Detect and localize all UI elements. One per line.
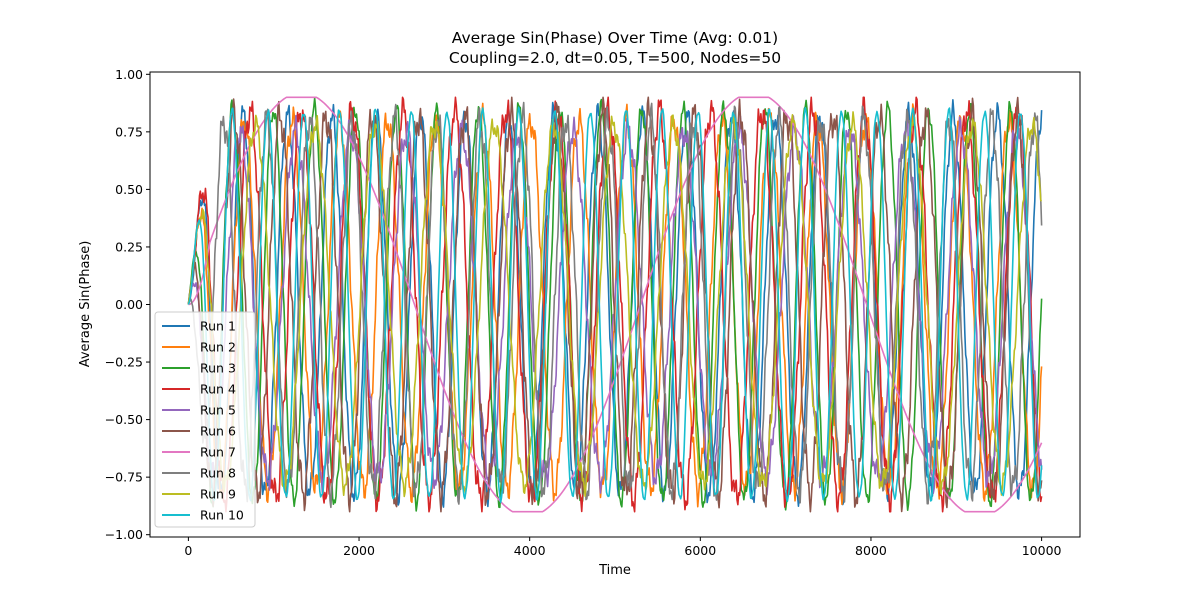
x-tick-label: 0 xyxy=(184,543,192,558)
legend-label: Run 5 xyxy=(200,403,236,418)
series-line-run-4 xyxy=(187,96,1043,513)
legend-label: Run 2 xyxy=(200,340,236,355)
y-tick-label: −0.50 xyxy=(105,412,143,427)
series-line-run-10 xyxy=(187,106,1043,504)
series-line-run-8 xyxy=(187,101,1043,509)
legend-label: Run 10 xyxy=(200,508,244,523)
legend-label: Run 4 xyxy=(200,382,236,397)
y-tick-label: 0.50 xyxy=(115,182,143,197)
legend-label: Run 1 xyxy=(200,319,236,334)
x-tick-label: 10000 xyxy=(1022,543,1062,558)
x-axis-ticks: 0 2000 4000 6000 8000 10000 xyxy=(184,537,1062,558)
y-tick-label: 0.75 xyxy=(115,124,143,139)
x-tick-label: 4000 xyxy=(514,543,546,558)
series-line-run-6 xyxy=(187,96,1043,513)
legend-label: Run 8 xyxy=(200,466,236,481)
y-axis-label: Average Sin(Phase) xyxy=(78,241,93,368)
x-tick-label: 6000 xyxy=(684,543,716,558)
x-tick-label: 8000 xyxy=(855,543,887,558)
y-tick-label: 1.00 xyxy=(115,67,143,82)
legend-label: Run 6 xyxy=(200,424,236,439)
legend: Run 1 Run 2 Run 3 Run 4 Run 5 Run 6 Run 7 Run 8… xyxy=(154,311,256,528)
plot-frame xyxy=(149,71,1081,538)
plot-lines xyxy=(187,96,1043,513)
x-axis-label: Time xyxy=(598,563,631,578)
series-line-run-5 xyxy=(187,114,1043,496)
chart-subtitle: Coupling=2.0, dt=0.05, T=500, Nodes=50 xyxy=(449,49,781,67)
legend-label: Run 7 xyxy=(200,445,236,460)
y-tick-label: 0.25 xyxy=(115,239,143,254)
y-axis-ticks: −1.00 −0.75 −0.50 −0.25 0.00 0.25 0.50 0.75 1.00 xyxy=(105,67,150,542)
y-tick-label: −0.75 xyxy=(105,470,143,485)
chart-title: Average Sin(Phase) Over Time (Avg: 0.01) xyxy=(452,29,778,47)
legend-label: Run 9 xyxy=(200,487,236,502)
legend-label: Run 3 xyxy=(200,361,236,376)
y-tick-label: −1.00 xyxy=(105,527,143,542)
y-tick-label: 0.00 xyxy=(115,297,143,312)
x-tick-label: 2000 xyxy=(343,543,375,558)
y-tick-label: −0.25 xyxy=(105,355,143,370)
